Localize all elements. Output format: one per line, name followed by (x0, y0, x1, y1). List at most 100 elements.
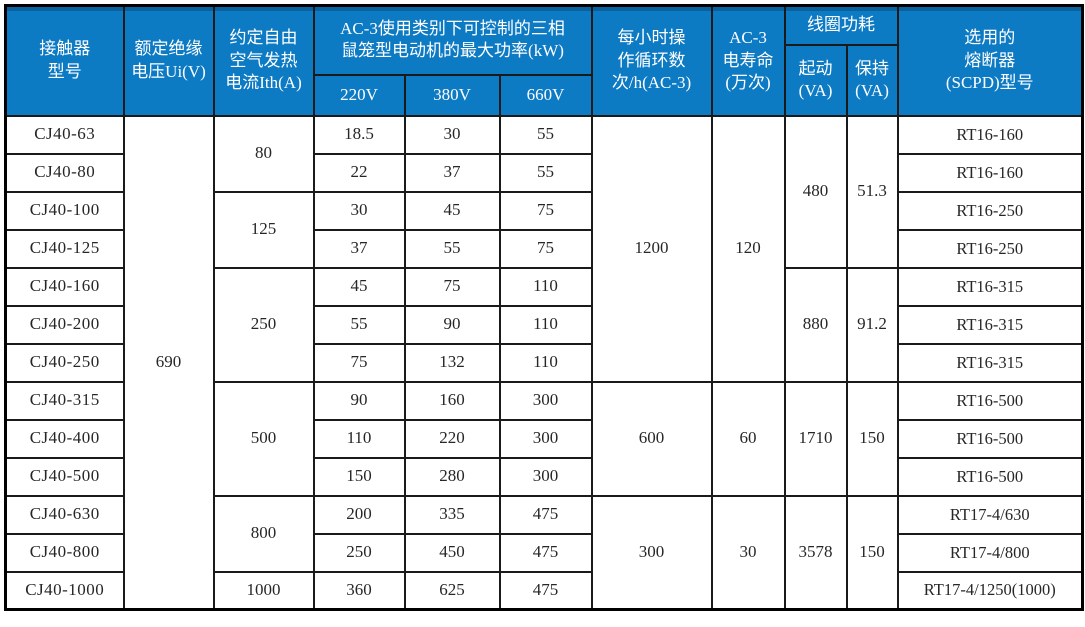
cell-ith: 80 (212, 114, 315, 193)
cell-model: CJ40-315 (4, 380, 125, 421)
table-row: CJ40-200 55 90 110 RT16-315 (4, 304, 1084, 345)
header-ui-voltage: 额定绝缘 电压Ui(V) (122, 4, 215, 117)
cell-life: 60 (710, 380, 786, 497)
cell-kw380: 55 (403, 228, 501, 269)
cell-kw220: 18.5 (312, 114, 406, 155)
cell-model: CJ40-100 (4, 190, 125, 231)
cell-coil-hold: 51.3 (845, 114, 899, 269)
cell-coil-start: 480 (783, 114, 848, 269)
cell-kw660: 300 (498, 418, 593, 459)
cell-kw660: 110 (498, 266, 593, 307)
header-kw-660v: 660V (498, 73, 593, 117)
cell-life: 30 (710, 494, 786, 611)
cell-kw660: 75 (498, 228, 593, 269)
cell-kw380: 30 (403, 114, 501, 155)
cell-ith: 1000 (212, 570, 315, 611)
header-coil-group: 线圈功耗 (783, 4, 899, 46)
cell-kw220: 22 (312, 152, 406, 193)
table-row: CJ40-400 110 220 300 RT16-500 (4, 418, 1084, 459)
cell-model: CJ40-63 (4, 114, 125, 155)
cell-model: CJ40-80 (4, 152, 125, 193)
cell-fuse: RT16-250 (896, 190, 1084, 231)
cell-kw220: 250 (312, 532, 406, 573)
table-row: CJ40-1000 1000 360 625 475 RT17-4/1250(1… (4, 570, 1084, 611)
header-row-1: 接触器 型号 额定绝缘 电压Ui(V) 约定自由 空气发热 电流Ith(A) A… (4, 4, 1084, 117)
cell-coil-start: 1710 (783, 380, 848, 497)
cell-kw660: 75 (498, 190, 593, 231)
cell-kw660: 475 (498, 532, 593, 573)
table-row: CJ40-315 500 90 160 300 600 60 1710 150 … (4, 380, 1084, 497)
cell-fuse: RT16-250 (896, 228, 1084, 269)
cell-kw660: 300 (498, 380, 593, 421)
cell-ith: 125 (212, 190, 315, 269)
table-row: CJ40-630 800 200 335 475 300 30 3578 150… (4, 494, 1084, 611)
header-kw-220v: 220V (312, 73, 406, 117)
cell-fuse: RT16-160 (896, 152, 1084, 193)
table-header: 接触器 型号 额定绝缘 电压Ui(V) 约定自由 空气发热 电流Ith(A) A… (4, 4, 1084, 117)
cell-kw380: 220 (403, 418, 501, 459)
cell-kw380: 280 (403, 456, 501, 497)
cell-kw380: 450 (403, 532, 501, 573)
cell-fuse: RT16-500 (896, 456, 1084, 497)
cell-kw220: 90 (312, 380, 406, 421)
table-row: CJ40-500 150 280 300 RT16-500 (4, 456, 1084, 497)
cell-ui-voltage: 690 (122, 114, 215, 611)
header-row-3: 220V 380V 660V (6, 73, 1083, 117)
cell-kw380: 160 (403, 380, 501, 421)
cell-coil-hold: 150 (845, 380, 899, 497)
cell-kw380: 335 (403, 494, 501, 535)
cell-kw380: 625 (403, 570, 501, 611)
header-electrical-life: AC-3 电寿命 (万次) (710, 4, 786, 117)
cell-fuse: RT17-4/1250(1000) (896, 570, 1084, 611)
cell-kw220: 55 (312, 304, 406, 345)
cell-model: CJ40-200 (4, 304, 125, 345)
cell-coil-hold: 150 (845, 494, 899, 611)
header-row-2: 起动 (VA) 保持 (VA) (6, 43, 1083, 117)
cell-fuse: RT16-500 (896, 418, 1084, 459)
header-kw-group: AC-3使用类别下可控制的三相 鼠笼型电动机的最大功率(kW) (312, 4, 593, 76)
table-row: CJ40-100 125 30 45 75 RT16-250 (4, 190, 1084, 269)
cell-life: 120 (710, 114, 786, 383)
cell-kw660: 300 (498, 456, 593, 497)
cell-fuse: RT16-315 (896, 342, 1084, 383)
header-kw-380v: 380V (403, 73, 501, 117)
table-row: CJ40-80 22 37 55 RT16-160 (4, 152, 1084, 193)
cell-kw220: 30 (312, 190, 406, 231)
cell-cycles: 1200 (590, 114, 713, 383)
cell-coil-hold: 91.2 (845, 266, 899, 383)
header-model: 接触器 型号 (4, 4, 125, 117)
cell-kw220: 360 (312, 570, 406, 611)
contactor-spec-table: 接触器 型号 额定绝缘 电压Ui(V) 约定自由 空气发热 电流Ith(A) A… (4, 4, 1085, 611)
cell-cycles: 300 (590, 494, 713, 611)
header-ith-current: 约定自由 空气发热 电流Ith(A) (212, 4, 315, 117)
cell-model: CJ40-630 (4, 494, 125, 535)
cell-fuse: RT16-500 (896, 380, 1084, 421)
cell-kw380: 45 (403, 190, 501, 231)
header-fuse: 选用的 熔断器 (SCPD)型号 (896, 4, 1084, 117)
cell-kw380: 90 (403, 304, 501, 345)
cell-kw220: 200 (312, 494, 406, 535)
cell-kw660: 475 (498, 570, 593, 611)
cell-kw660: 475 (498, 494, 593, 535)
table-row: CJ40-160 250 45 75 110 880 91.2 RT16-315 (4, 266, 1084, 383)
cell-model: CJ40-400 (4, 418, 125, 459)
cell-model: CJ40-800 (4, 532, 125, 573)
cell-kw220: 45 (312, 266, 406, 307)
cell-kw660: 110 (498, 304, 593, 345)
cell-kw660: 55 (498, 114, 593, 155)
cell-coil-start: 3578 (783, 494, 848, 611)
cell-ith: 500 (212, 380, 315, 497)
table-body: CJ40-63 690 80 18.5 30 55 1200 120 480 5… (4, 114, 1084, 611)
cell-kw660: 55 (498, 152, 593, 193)
cell-fuse: RT16-315 (896, 304, 1084, 345)
cell-kw220: 150 (312, 456, 406, 497)
cell-kw380: 37 (403, 152, 501, 193)
table-row: CJ40-63 690 80 18.5 30 55 1200 120 480 5… (4, 114, 1084, 611)
cell-fuse: RT17-4/630 (896, 494, 1084, 535)
cell-kw380: 132 (403, 342, 501, 383)
cell-fuse: RT16-315 (896, 266, 1084, 307)
cell-kw220: 37 (312, 228, 406, 269)
cell-kw220: 110 (312, 418, 406, 459)
header-cycles: 每小时操 作循环数 次/h(AC-3) (590, 4, 713, 117)
